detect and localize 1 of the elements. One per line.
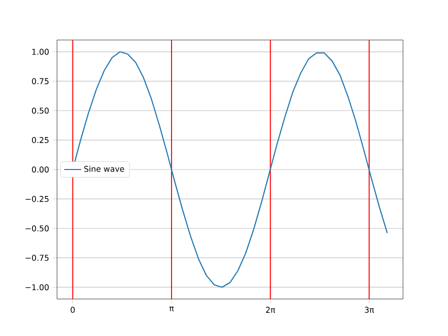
line-series [72,51,388,288]
